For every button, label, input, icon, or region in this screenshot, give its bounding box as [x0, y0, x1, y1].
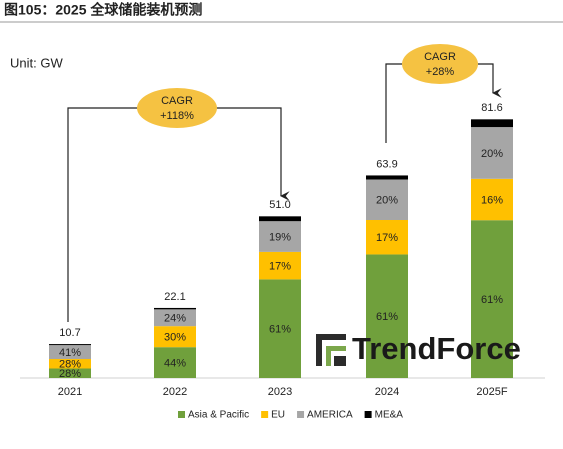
- x-tick-label: 2025F: [476, 386, 507, 398]
- bar-segment: [471, 220, 513, 378]
- legend-label: AMERICA: [307, 410, 353, 421]
- segment-label: 61%: [269, 324, 291, 336]
- segment-label: 41%: [59, 347, 81, 359]
- total-label: 10.7: [59, 327, 80, 339]
- bar-segment: [366, 220, 408, 255]
- legend-swatch: [178, 411, 185, 418]
- connector-arrow: [216, 107, 290, 201]
- total-label: 63.9: [376, 158, 397, 170]
- bar-segment: [259, 279, 301, 378]
- segment-label: 17%: [376, 232, 398, 244]
- bar-segment: [154, 326, 196, 348]
- bar-segment: [366, 254, 408, 378]
- legend-swatch: [364, 411, 372, 418]
- bar-segment: [154, 307, 196, 310]
- x-tick-label: 2021: [58, 386, 82, 398]
- bar-segment: [366, 175, 408, 180]
- chart-title: 图105：2025 全球储能装机预测: [4, 2, 202, 18]
- bar-segment: [259, 216, 301, 222]
- bar-segment: [471, 127, 513, 179]
- unit-label: Unit: GW: [10, 55, 63, 70]
- annotation-label: CAGR: [424, 51, 456, 63]
- bar-segment: [471, 178, 513, 221]
- segment-label: 24%: [164, 313, 186, 325]
- segment-label: 61%: [481, 294, 503, 306]
- annotation-label: CAGR: [161, 95, 193, 107]
- legend-swatch: [297, 411, 305, 418]
- bar-segment: [49, 344, 91, 346]
- annotation-value: +118%: [160, 110, 194, 122]
- bar-segment: [259, 221, 301, 252]
- bar-segment: [154, 347, 196, 378]
- segment-label: 20%: [376, 195, 398, 207]
- bar-segment: [471, 119, 513, 128]
- annotation-value: +28%: [426, 66, 455, 78]
- segment-label: 17%: [269, 261, 291, 273]
- bar-segment: [49, 368, 91, 378]
- legend-label: EU: [271, 410, 285, 421]
- watermark-logo: [316, 334, 346, 366]
- connector: [385, 63, 402, 143]
- bar-segment: [154, 309, 196, 327]
- annotation-bubble: [402, 44, 478, 84]
- x-tick-label: 2022: [163, 386, 187, 398]
- legend-swatch: [261, 411, 269, 418]
- bar-segment: [49, 359, 91, 369]
- watermark: TrendForce: [352, 331, 521, 366]
- connector-arrow: [478, 63, 502, 98]
- total-label: 81.6: [481, 102, 502, 114]
- segment-label: 16%: [481, 194, 503, 206]
- x-tick-label: 2024: [375, 386, 399, 398]
- connector: [67, 107, 138, 322]
- segment-label: 61%: [376, 311, 398, 323]
- segment-label: 30%: [164, 332, 186, 344]
- legend-label: Asia & Pacific: [188, 410, 249, 421]
- segment-label: 28%: [59, 359, 81, 371]
- segment-label: 28%: [59, 368, 81, 380]
- annotation-bubble: [137, 88, 217, 128]
- segment-label: 19%: [269, 231, 291, 243]
- segment-label: 44%: [164, 357, 186, 369]
- total-label: 51.0: [269, 199, 290, 211]
- bar-segment: [49, 345, 91, 360]
- bar-segment: [366, 179, 408, 221]
- legend-label: ME&A: [375, 410, 404, 421]
- bar-segment: [259, 251, 301, 280]
- segment-label: 20%: [481, 148, 503, 160]
- total-label: 22.1: [164, 291, 185, 303]
- x-tick-label: 2023: [268, 386, 292, 398]
